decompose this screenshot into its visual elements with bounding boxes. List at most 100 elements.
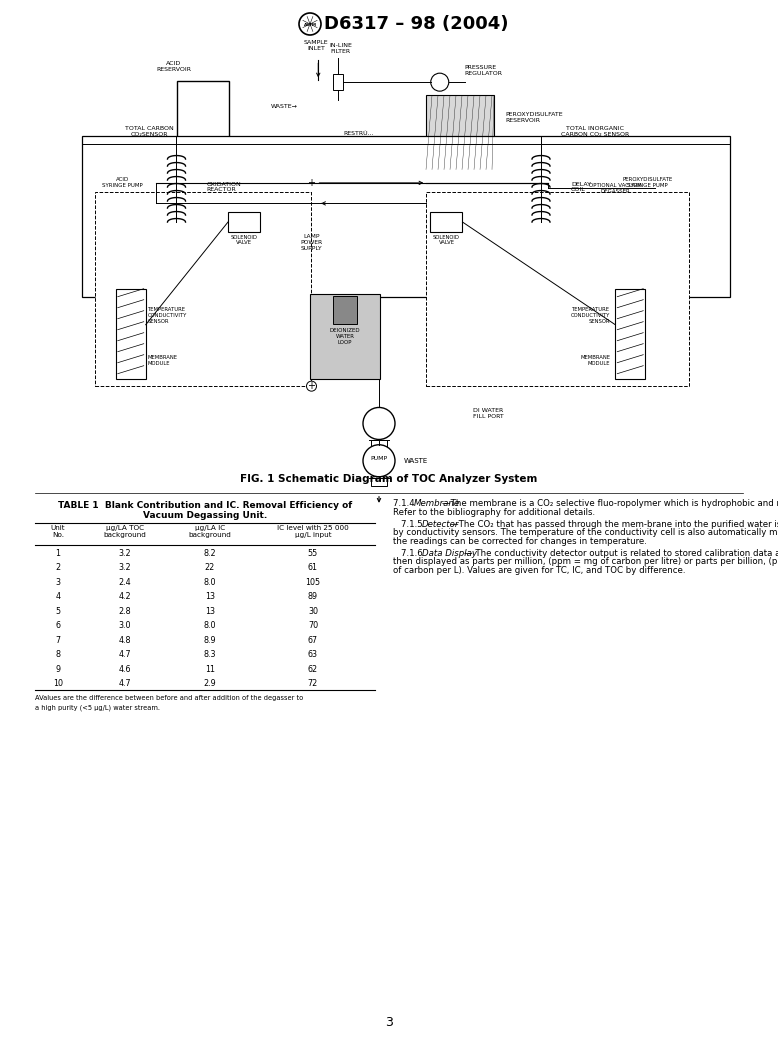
Text: µg/LA TOC
background: µg/LA TOC background <box>103 526 146 538</box>
Bar <box>626 154 658 171</box>
Text: 62: 62 <box>308 665 318 674</box>
Text: PRESSURE
REGULATOR: PRESSURE REGULATOR <box>464 65 503 76</box>
Text: — The conductivity detector output is related to stored calibration data and: — The conductivity detector output is re… <box>464 549 778 558</box>
Bar <box>310 294 380 379</box>
Text: 7.1.4: 7.1.4 <box>393 500 418 508</box>
Text: 2.9: 2.9 <box>204 680 216 688</box>
Circle shape <box>299 12 321 35</box>
Text: 4.6: 4.6 <box>119 665 131 674</box>
Text: —The membrane is a CO₂ selective fluo-ropolymer which is hydrophobic and non-por: —The membrane is a CO₂ selective fluo-ro… <box>442 500 778 508</box>
Text: PEROXYDISULFATE
SYRINGE PUMP: PEROXYDISULFATE SYRINGE PUMP <box>622 177 672 187</box>
Bar <box>426 193 689 386</box>
Text: 10: 10 <box>53 680 63 688</box>
Text: ACID
SYRINGE PUMP: ACID SYRINGE PUMP <box>102 177 143 187</box>
Text: 9: 9 <box>55 665 61 674</box>
Bar <box>575 177 655 201</box>
Text: 1: 1 <box>55 549 61 558</box>
Text: SOLENOID
VALVE: SOLENOID VALVE <box>433 234 460 246</box>
Bar <box>228 212 260 232</box>
Text: PEROXYDISULFATE
RESERVOIR: PEROXYDISULFATE RESERVOIR <box>505 112 562 123</box>
Text: +: + <box>307 381 316 391</box>
Text: 4.7: 4.7 <box>119 651 131 659</box>
Bar <box>286 225 337 260</box>
Text: ACID
RESERVOIR: ACID RESERVOIR <box>156 61 191 72</box>
Text: MEMBRANE
MODULE: MEMBRANE MODULE <box>580 355 610 366</box>
Circle shape <box>307 381 317 391</box>
Text: by conductivity sensors. The temperature of the conductivity cell is also automa: by conductivity sensors. The temperature… <box>393 529 778 537</box>
Text: Vacuum Degassing Unit.: Vacuum Degassing Unit. <box>143 511 267 520</box>
Circle shape <box>363 407 395 439</box>
Text: OPTIONAL VACUUM
DEGASSER: OPTIONAL VACUUM DEGASSER <box>589 183 642 194</box>
Text: 6: 6 <box>55 621 61 631</box>
Text: TEMPERATURE
CONDUCTIVITY
SENSOR: TEMPERATURE CONDUCTIVITY SENSOR <box>148 307 187 324</box>
Text: DI WATER
FILL PORT: DI WATER FILL PORT <box>474 408 504 418</box>
Text: 72: 72 <box>308 680 318 688</box>
Text: 3: 3 <box>385 1016 393 1030</box>
Text: 89: 89 <box>308 592 318 602</box>
Text: µg/LA IC
background: µg/LA IC background <box>188 526 231 538</box>
Text: DEIONIZED
WATER
LOOP: DEIONIZED WATER LOOP <box>330 328 360 345</box>
Text: OXIDATION
REACTOR: OXIDATION REACTOR <box>206 181 241 193</box>
Text: of carbon per L). Values are given for TC, IC, and TOC by difference.: of carbon per L). Values are given for T… <box>393 565 685 575</box>
Circle shape <box>363 445 395 477</box>
Bar <box>615 288 645 379</box>
Bar <box>371 478 387 486</box>
Text: +: + <box>307 178 316 187</box>
Text: 61: 61 <box>308 563 318 573</box>
Text: 55: 55 <box>308 549 318 558</box>
Text: MEMBRANE
MODULE: MEMBRANE MODULE <box>148 355 177 366</box>
Text: 8.2: 8.2 <box>204 549 216 558</box>
Text: 70: 70 <box>308 621 318 631</box>
Circle shape <box>431 73 449 92</box>
Text: a high purity (<5 µg/L) water stream.: a high purity (<5 µg/L) water stream. <box>35 705 160 711</box>
Bar <box>82 136 730 297</box>
Text: AValues are the difference between before and after addition of the degasser to: AValues are the difference between befor… <box>35 695 303 702</box>
Text: 4.7: 4.7 <box>119 680 131 688</box>
Text: 30: 30 <box>308 607 318 616</box>
Text: 7.1.5: 7.1.5 <box>401 519 426 529</box>
Text: 22: 22 <box>205 563 216 573</box>
Text: PUMP: PUMP <box>370 456 387 461</box>
Bar <box>289 228 334 257</box>
Text: TEMPERATURE
CONDUCTIVITY
SENSOR: TEMPERATURE CONDUCTIVITY SENSOR <box>571 307 610 324</box>
Text: TABLE 1  Blank Contribution and IC. Removal Efficiency of: TABLE 1 Blank Contribution and IC. Remov… <box>58 502 352 510</box>
Text: 67: 67 <box>308 636 318 644</box>
Text: TOTAL CARBON
CO₂SENSOR: TOTAL CARBON CO₂SENSOR <box>125 126 173 136</box>
Text: 105: 105 <box>306 578 321 587</box>
Text: FIG. 1 Schematic Diagram of TOC Analyzer System: FIG. 1 Schematic Diagram of TOC Analyzer… <box>240 475 538 484</box>
Text: D6317 – 98 (2004): D6317 – 98 (2004) <box>324 15 509 33</box>
Text: 11: 11 <box>205 665 215 674</box>
Text: ASTM: ASTM <box>303 23 317 27</box>
Text: 4.2: 4.2 <box>119 592 131 602</box>
Bar <box>108 154 136 171</box>
Text: SAMPLE
INLET: SAMPLE INLET <box>304 40 328 51</box>
Text: 8.0: 8.0 <box>204 621 216 631</box>
Text: 3.2: 3.2 <box>119 549 131 558</box>
Text: WASTE→: WASTE→ <box>271 104 298 109</box>
Text: 3.0: 3.0 <box>119 621 131 631</box>
Bar <box>426 95 494 170</box>
Text: Data Display: Data Display <box>422 549 477 558</box>
Text: 7: 7 <box>55 636 61 644</box>
Text: 2.4: 2.4 <box>119 578 131 587</box>
Bar <box>371 440 387 449</box>
Bar <box>96 193 311 386</box>
Text: Membrane: Membrane <box>414 500 460 508</box>
Text: 3: 3 <box>55 578 61 587</box>
Bar <box>430 212 462 232</box>
Text: Refer to the bibliography for additional details.: Refer to the bibliography for additional… <box>393 508 595 517</box>
Text: IC level with 25 000
µg/L input: IC level with 25 000 µg/L input <box>277 526 349 538</box>
Text: Detector: Detector <box>422 519 459 529</box>
Text: LAMP
POWER
SUPPLY: LAMP POWER SUPPLY <box>300 234 323 251</box>
Bar <box>177 81 230 161</box>
Bar <box>116 288 145 379</box>
Text: SOLENOID
VALVE: SOLENOID VALVE <box>230 234 258 246</box>
Text: 7.1.6: 7.1.6 <box>401 549 426 558</box>
Text: 3.2: 3.2 <box>119 563 131 573</box>
Circle shape <box>307 178 317 187</box>
Text: —The CO₂ that has passed through the mem-brane into the purified water is measur: —The CO₂ that has passed through the mem… <box>450 519 778 529</box>
Text: 4.8: 4.8 <box>119 636 131 644</box>
Bar <box>333 296 357 324</box>
Text: then displayed as parts per million, (ppm = mg of carbon per litre) or parts per: then displayed as parts per million, (pp… <box>393 557 778 566</box>
Text: IN-LINE
FILTER: IN-LINE FILTER <box>329 43 352 53</box>
